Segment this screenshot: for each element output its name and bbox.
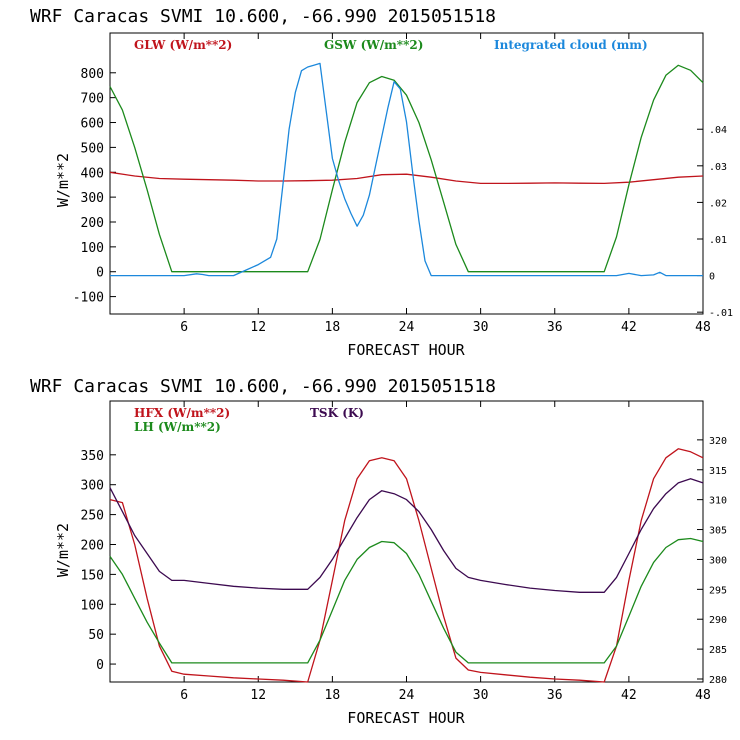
chart-2-xtick-label: 42 — [621, 688, 637, 703]
chart-2-series-line-2 — [109, 478, 704, 593]
chart-1-y2tick-label: 0 — [709, 272, 715, 283]
chart-2-xtick-label: 12 — [250, 688, 266, 703]
chart-1-xtick-label: 24 — [399, 320, 415, 335]
chart-1-title: WRF Caracas SVMI 10.600, -66.990 2015051… — [30, 6, 496, 27]
chart-2-xtick-label: 30 — [473, 688, 489, 703]
chart-1-ytick-label: -100 — [73, 291, 104, 306]
chart-1-axes: 6 12 18 24 30 36 42 48 -100 0 100 200 300 400 500 600 70… — [73, 33, 733, 335]
chart-1-y2tick-label: .04 — [709, 125, 727, 136]
chart-2-y2tick-label: 305 — [709, 526, 727, 537]
chart-1-xlabel: FORECAST HOUR — [347, 341, 465, 359]
chart-2-y2tick-label: 295 — [709, 585, 727, 596]
chart-2-legend-hfx: HFX (W/m**2) — [134, 406, 230, 420]
chart-2-legend-tsk: TSK (K) — [310, 406, 364, 420]
chart-2-y2tick-label: 310 — [709, 496, 727, 507]
chart-1-y2tick-label: .01 — [709, 235, 727, 246]
chart-1-ytick-label: 800 — [81, 67, 104, 82]
chart-radiation-cloud: WRF Caracas SVMI 10.600, -66.990 2015051… — [30, 6, 733, 359]
chart-2-y2tick-label: 280 — [709, 675, 727, 686]
chart-1-y2tick-label: -.01 — [709, 308, 733, 319]
chart-2-xtick-label: 18 — [325, 688, 341, 703]
chart-1-ytick-label: 200 — [81, 216, 104, 231]
chart-2-frame — [109, 400, 704, 683]
chart-1-y2tick-label: .03 — [709, 162, 727, 173]
chart-2-xtick-label: 6 — [180, 688, 188, 703]
chart-2-series-line-0 — [109, 448, 704, 683]
chart-1-series — [109, 62, 704, 277]
chart-1-series-line-0 — [109, 171, 704, 185]
chart-1-xtick-label: 30 — [473, 320, 489, 335]
chart-1-ytick-label: 300 — [81, 191, 104, 206]
chart-1-y2tick-label: .02 — [709, 198, 727, 209]
chart-1-legend-gsw: GSW (W/m**2) — [324, 38, 423, 52]
chart-1-ytick-label: 100 — [81, 241, 104, 256]
chart-2-y2tick-label: 290 — [709, 615, 727, 626]
chart-1-series-line-1 — [109, 64, 704, 273]
chart-1-xtick-label: 12 — [250, 320, 266, 335]
chart-2-title: WRF Caracas SVMI 10.600, -66.990 2015051… — [30, 376, 496, 397]
chart-1-legend-glw: GLW (W/m**2) — [134, 38, 232, 52]
chart-heat-flux-tsk: WRF Caracas SVMI 10.600, -66.990 2015051… — [30, 376, 727, 727]
chart-2-y2tick-label: 320 — [709, 436, 727, 447]
chart-1-ylabel: W/m**2 — [54, 153, 72, 207]
chart-1-series-line-2 — [110, 62, 703, 277]
chart-2-ytick-label: 200 — [81, 538, 104, 553]
chart-2-xtick-label: 36 — [547, 688, 563, 703]
chart-2-ytick-label: 350 — [81, 449, 104, 464]
chart-1-xtick-label: 42 — [621, 320, 637, 335]
chart-1-ytick-label: 600 — [81, 117, 104, 132]
chart-2-ylabel: W/m**2 — [54, 523, 72, 577]
chart-1-xtick-label: 18 — [325, 320, 341, 335]
chart-2-series — [109, 448, 704, 683]
chart-2-xtick-label: 24 — [399, 688, 415, 703]
chart-2-ytick-label: 150 — [81, 568, 104, 583]
chart-1-ytick-label: 400 — [81, 166, 104, 181]
chart-2-ytick-label: 50 — [88, 628, 104, 643]
chart-1-xtick-label: 6 — [180, 320, 188, 335]
chart-2-series-line-1 — [109, 537, 704, 664]
chart-1-xtick-label: 48 — [695, 320, 711, 335]
chart-1-ytick-label: 500 — [81, 141, 104, 156]
chart-2-ytick-label: 100 — [81, 598, 104, 613]
chart-1-legend-cloud: Integrated cloud (mm) — [494, 38, 648, 52]
chart-2-axes: 6 12 18 24 30 36 42 48 0 50 100 150 200 250 300 350 280 2… — [81, 401, 727, 703]
chart-1-ytick-label: 0 — [96, 266, 104, 281]
chart-2-y2tick-label: 285 — [709, 645, 727, 656]
chart-2-ytick-label: 250 — [81, 509, 104, 524]
chart-2-ytick-label: 0 — [96, 658, 104, 673]
chart-1-ytick-label: 700 — [81, 92, 104, 107]
chart-2-xtick-label: 48 — [695, 688, 711, 703]
chart-2-y2tick-label: 300 — [709, 555, 727, 566]
chart-2-y2tick-label: 315 — [709, 466, 727, 477]
chart-2-xlabel: FORECAST HOUR — [347, 709, 465, 727]
chart-2-legend-lh: LH (W/m**2) — [134, 420, 221, 434]
chart-2-ytick-label: 300 — [81, 479, 104, 494]
chart-1-xtick-label: 36 — [547, 320, 563, 335]
